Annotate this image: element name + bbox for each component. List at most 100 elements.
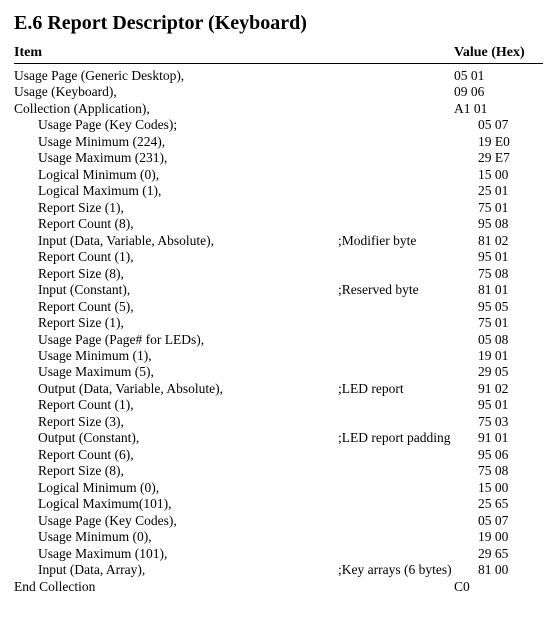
row-value: 25 01 [478,183,543,199]
row-item: Usage (Keyboard), [14,84,314,100]
row-value: 75 01 [478,200,543,216]
row-item: Logical Maximum (1), [14,183,338,199]
row-value: 15 00 [478,167,543,183]
row-comment [338,447,478,463]
row-value: 75 01 [478,315,543,331]
row-value: 05 07 [478,513,543,529]
row-comment [338,200,478,216]
table-row: Report Count (1), 95 01 [14,249,543,265]
table-row: Usage Minimum (224), 19 E0 [14,134,543,150]
row-item: Report Size (1), [14,200,338,216]
row-value: 95 08 [478,216,543,232]
row-item: Report Size (8), [14,463,338,479]
row-item: Usage Page (Key Codes); [14,117,338,133]
row-comment: ;Modifier byte [338,233,478,249]
row-comment [338,397,478,413]
row-item: Report Size (8), [14,266,338,282]
row-item: Report Count (1), [14,397,338,413]
table-row: Usage Maximum (101), 29 65 [14,546,543,562]
row-value: 75 08 [478,463,543,479]
row-item: Usage Page (Generic Desktop), [14,68,314,84]
row-comment [338,480,478,496]
row-comment [338,332,478,348]
table-row: Report Count (5),95 05 [14,299,543,315]
row-item: Usage Maximum (101), [14,546,338,562]
row-comment [338,348,478,364]
row-comment: ;LED report [338,381,478,397]
table-row: Logical Maximum (1), 25 01 [14,183,543,199]
table-row: End Collection C0 [14,579,543,595]
row-value: 19 E0 [478,134,543,150]
table-row: Report Size (8), 75 08 [14,266,543,282]
row-item: Logical Maximum(101), [14,496,338,512]
row-value: A1 01 [454,101,543,117]
table-body: Usage Page (Generic Desktop),05 01Usage … [14,68,543,595]
row-comment [338,496,478,512]
row-item: Input (Constant), [14,282,338,298]
section-title: E.6 Report Descriptor (Keyboard) [14,12,543,35]
table-row: Logical Maximum(101), 25 65 [14,496,543,512]
row-value: 05 01 [454,68,543,84]
row-item: Input (Data, Array), [14,562,338,578]
row-comment [314,84,454,100]
row-comment [338,150,478,166]
row-value: 75 03 [478,414,543,430]
table-row: Usage Page (Page# for LEDs),05 08 [14,332,543,348]
table-row: Logical Minimum (0), 15 00 [14,167,543,183]
row-value: 29 05 [478,364,543,380]
row-value: 29 65 [478,546,543,562]
row-item: Report Count (5), [14,299,338,315]
row-value: 81 02 [478,233,543,249]
row-comment [338,183,478,199]
table-row: Usage Maximum (5), 29 05 [14,364,543,380]
row-value: 25 65 [478,496,543,512]
row-value: 95 01 [478,249,543,265]
row-item: Usage Minimum (0), [14,529,338,545]
row-value: 91 02 [478,381,543,397]
row-item: Output (Data, Variable, Absolute), [14,381,338,397]
table-row: Usage (Keyboard),09 06 [14,84,543,100]
row-value: 95 06 [478,447,543,463]
row-item: Logical Minimum (0), [14,167,338,183]
table-row: Report Size (1), 75 01 [14,315,543,331]
row-comment [338,529,478,545]
row-value: 75 08 [478,266,543,282]
row-value: 19 00 [478,529,543,545]
row-comment [338,364,478,380]
row-comment [338,216,478,232]
row-comment [314,68,454,84]
row-comment [338,463,478,479]
header-item: Item [14,45,314,61]
row-item: Usage Maximum (5), [14,364,338,380]
row-item: Report Size (1), [14,315,338,331]
row-item: Report Count (6), [14,447,338,463]
row-item: Usage Maximum (231), [14,150,338,166]
row-comment: ;Key arrays (6 bytes) [338,562,478,578]
row-value: 05 07 [478,117,543,133]
row-value: 81 01 [478,282,543,298]
table-row: Report Count (8), 95 08 [14,216,543,232]
table-row: Report Count (1),95 01 [14,397,543,413]
row-comment [338,546,478,562]
row-item: Usage Minimum (1), [14,348,338,364]
row-value: C0 [454,579,543,595]
row-item: Report Count (8), [14,216,338,232]
row-comment [338,167,478,183]
row-comment [338,513,478,529]
row-value: 05 08 [478,332,543,348]
table-row: Usage Page (Key Codes); 05 07 [14,117,543,133]
row-comment [338,315,478,331]
row-comment [338,299,478,315]
row-item: Report Size (3), [14,414,338,430]
row-comment [338,134,478,150]
row-item: Usage Page (Key Codes), [14,513,338,529]
table-row: Collection (Application),A1 01 [14,101,543,117]
table-row: Input (Data, Array),;Key arrays (6 bytes… [14,562,543,578]
row-comment [338,414,478,430]
row-item: End Collection [14,579,314,595]
row-item: Output (Constant), [14,430,338,446]
header-value: Value (Hex) [454,45,543,61]
row-item: Report Count (1), [14,249,338,265]
row-item: Usage Minimum (224), [14,134,338,150]
table-row: Report Size (3), 75 03 [14,414,543,430]
